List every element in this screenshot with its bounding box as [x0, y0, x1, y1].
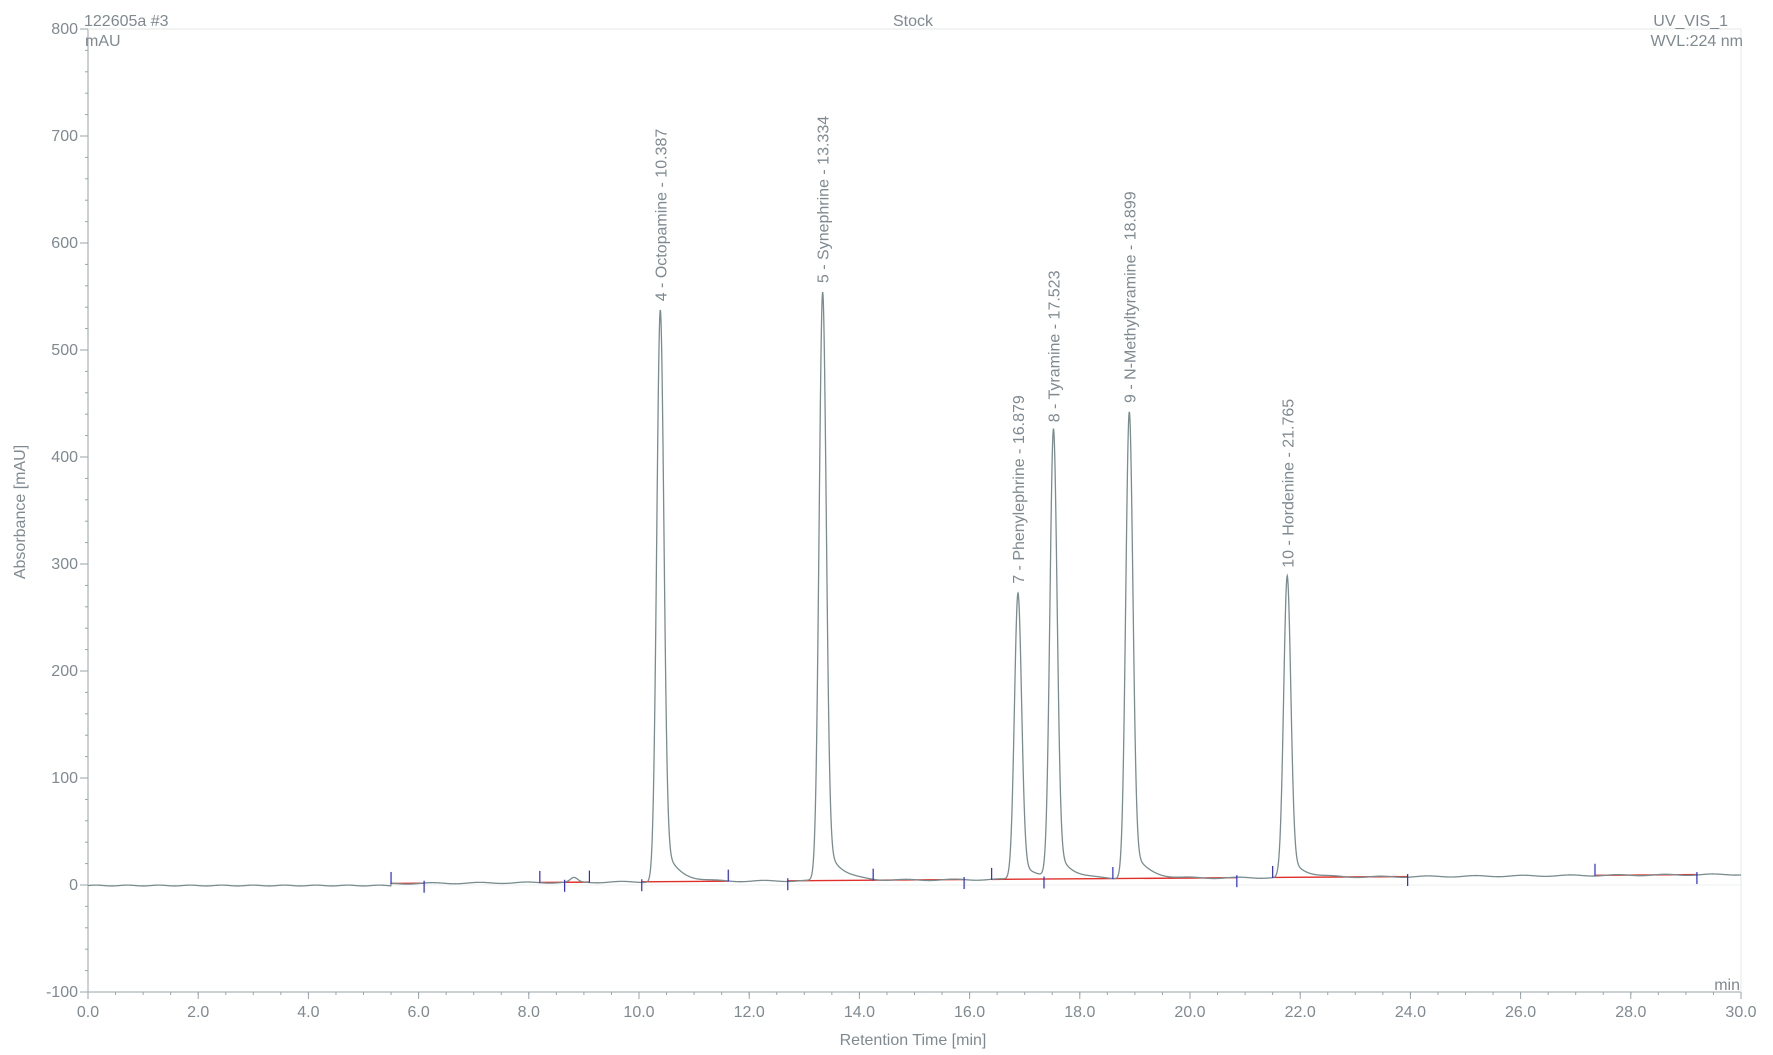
x-tick-label: 10.0	[623, 1004, 654, 1021]
x-tick-label: 4.0	[297, 1004, 319, 1021]
x-tick-label: 12.0	[734, 1004, 765, 1021]
channel-name: UV_VIS_1	[1653, 13, 1728, 30]
x-tick-label: 0.0	[77, 1004, 99, 1021]
y-axis-title: Absorbance [mAU]	[12, 445, 29, 579]
y-tick-label: 100	[51, 770, 78, 787]
y-tick-label: 200	[51, 663, 78, 680]
x-tick-label: 28.0	[1615, 1004, 1646, 1021]
peak-label: 7 - Phenylephrine - 16.879	[1011, 395, 1028, 584]
peak-labels: 4 - Octopamine - 10.387 5 - Synephrine - …	[653, 116, 1297, 584]
peak-label: 5 - Synephrine - 13.334	[816, 116, 833, 283]
x-tick-label: 2.0	[187, 1004, 209, 1021]
x-tick-label: 30.0	[1725, 1004, 1756, 1021]
baseline-segment	[992, 879, 1113, 880]
y-tick-label: 400	[51, 449, 78, 466]
x-unit-label: min	[1714, 977, 1740, 994]
x-tick-label: 18.0	[1064, 1004, 1095, 1021]
axes-frame	[88, 29, 1741, 992]
integration-marks	[391, 864, 1697, 893]
x-tick-label: 6.0	[407, 1004, 429, 1021]
peak-label: 8 - Tyramine - 17.523	[1047, 270, 1064, 422]
chromatogram-trace-group	[88, 292, 1741, 886]
y-tick-label: 800	[51, 21, 78, 38]
chart-title: Stock	[893, 13, 934, 30]
y-tick-label: 500	[51, 342, 78, 359]
wavelength-label: WVL:224 nm	[1651, 33, 1743, 50]
x-tick-label: 26.0	[1505, 1004, 1536, 1021]
peak-label: 9 - N-Methyltyramine - 18.899	[1122, 191, 1139, 403]
axis-ticks: 0.0 2.0 4.0 6.0 8.0 10.0 12.0 14.0 16.0 18.0 20.0 2…	[46, 21, 1757, 1021]
y-tick-label: 0	[69, 877, 78, 894]
y-tick-label: 700	[51, 128, 78, 145]
x-tick-label: 8.0	[518, 1004, 540, 1021]
chromatogram-trace	[88, 292, 1741, 886]
baseline-segment	[642, 881, 729, 882]
x-tick-label: 20.0	[1174, 1004, 1205, 1021]
x-tick-label: 22.0	[1285, 1004, 1316, 1021]
y-tick-label: 300	[51, 556, 78, 573]
sample-name: 122605a #3	[84, 13, 169, 30]
y-tick-label: 600	[51, 235, 78, 252]
peak-label: 4 - Octopamine - 10.387	[653, 129, 670, 302]
x-axis-title: Retention Time [min]	[840, 1032, 987, 1049]
y-unit-label: mAU	[85, 33, 121, 50]
y-tick-label: -100	[46, 984, 78, 1001]
x-tick-label: 24.0	[1395, 1004, 1426, 1021]
x-tick-label: 14.0	[844, 1004, 875, 1021]
peak-label: 10 - Hordenine - 21.765	[1280, 399, 1297, 568]
x-tick-label: 16.0	[954, 1004, 985, 1021]
